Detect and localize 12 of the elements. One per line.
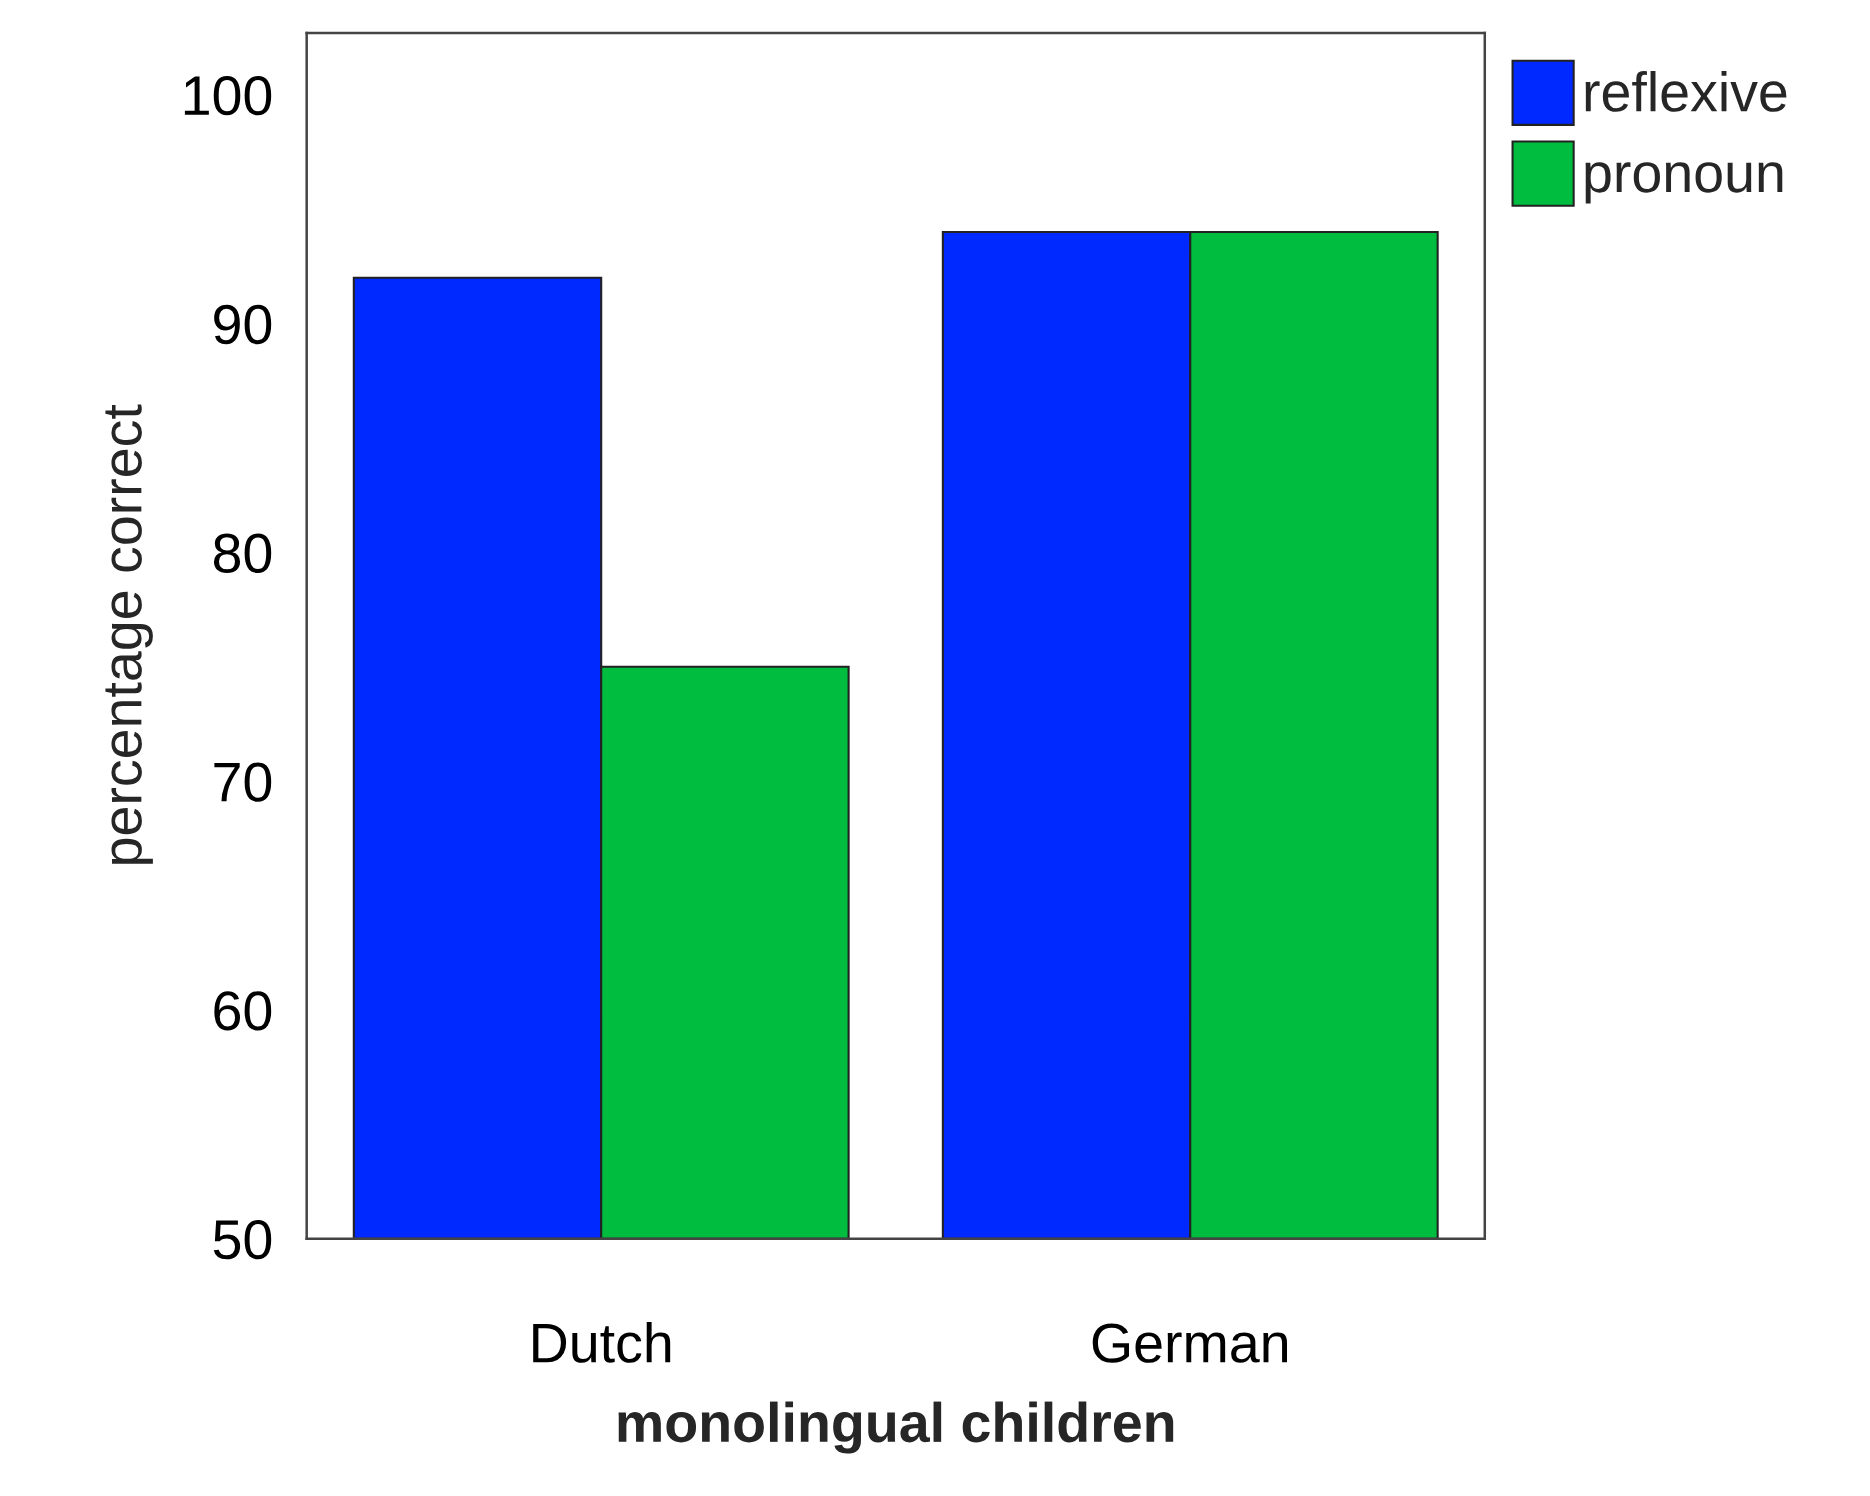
y-tick-label: 80 xyxy=(213,533,272,573)
y-tick-label: 90 xyxy=(214,304,272,345)
y-axis-title: percentage correct xyxy=(105,404,153,864)
x-axis-title: monolingual children xyxy=(618,1401,1174,1454)
legend-label: reflexive xyxy=(1585,70,1787,112)
y-tick-label: 50 xyxy=(213,1220,272,1260)
y-tick-label: 100 xyxy=(184,76,272,116)
x-tick-label: German xyxy=(1092,1323,1287,1363)
legend-label: pronoun xyxy=(1585,162,1783,204)
y-tick-label: 60 xyxy=(214,991,272,1031)
x-tick-label: Dutch xyxy=(533,1322,671,1363)
y-tick-label: 70 xyxy=(214,762,272,802)
